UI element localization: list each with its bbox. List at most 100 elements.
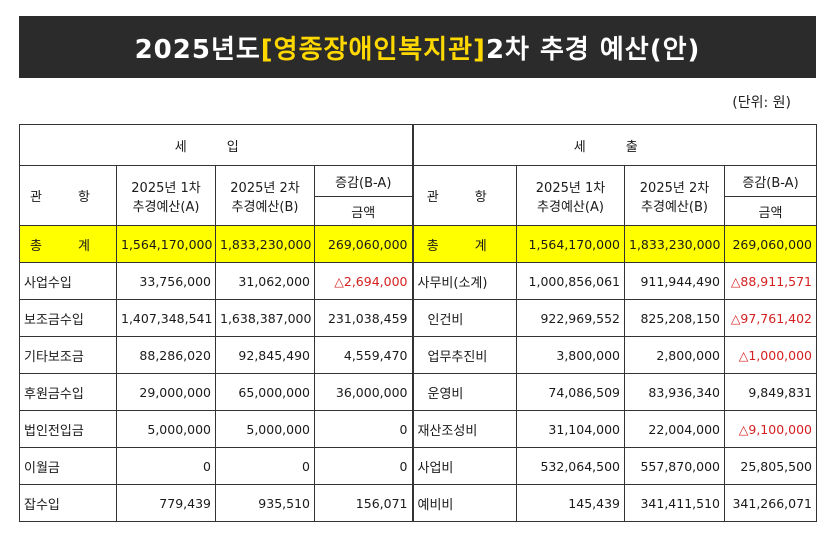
- col-first-line1: 2025년 1차: [131, 180, 201, 196]
- title-suffix: 2차 추경 예산(안): [485, 34, 701, 65]
- income-item-a: 0: [116, 447, 216, 485]
- income-item-diff: △2,694,000: [314, 262, 413, 300]
- expense-item-diff: △9,100,000: [724, 410, 817, 448]
- col-second-line1: 2025년 2차: [230, 180, 300, 196]
- income-item-b: 92,845,490: [215, 336, 315, 374]
- income-item-label: 보조금수입: [19, 299, 117, 337]
- column-header-row-1: 관 항 2025년 1차 추경예산(A) 2025년 2차 추경예산(B) 증감…: [19, 165, 817, 226]
- expense-item-diff: 341,266,071: [724, 484, 817, 522]
- expense-total-diff: 269,060,000: [724, 225, 817, 263]
- table-row: 이월금 0 0 0 사업비 532,064,500 557,870,000 25,805,50…: [19, 447, 817, 485]
- expense-item-diff: △88,911,571: [724, 262, 817, 300]
- income-item-a: 779,439: [116, 484, 216, 522]
- income-col-first-header: 2025년 1차 추경예산(A): [116, 165, 216, 226]
- table-row: 법인전입금 5,000,000 5,000,000 0 재산조성비 31,104,000 2…: [19, 410, 817, 448]
- title-prefix: 2025년도: [134, 34, 261, 65]
- expense-item-diff: 9,849,831: [724, 373, 817, 411]
- income-item-b: 31,062,000: [215, 262, 315, 300]
- col-first-line1: 2025년 1차: [535, 180, 606, 196]
- column-header-row-2: 금액 금액: [20, 196, 817, 226]
- income-item-a: 88,286,020: [116, 336, 216, 374]
- income-col-second-header: 2025년 2차 추경예산(B): [215, 165, 315, 226]
- income-item-a: 5,000,000: [116, 410, 216, 448]
- income-item-diff: 231,038,459: [314, 299, 413, 337]
- income-item-label: 법인전입금: [19, 410, 117, 448]
- expense-col-amount-header: 금액: [724, 196, 817, 226]
- income-item-diff: 0: [314, 447, 413, 485]
- expense-item-label: 사무비(소계): [411, 262, 517, 300]
- income-item-label: 기타보조금: [19, 336, 117, 374]
- col-second-line2: 추경예산(B): [231, 199, 299, 215]
- budget-table: 세 입 세 출 관 항 2025년 1차 추경예산(A) 2025년 2차 추경…: [19, 124, 817, 522]
- income-item-b: 935,510: [215, 484, 315, 522]
- expense-item-b: 341,411,510: [624, 484, 725, 522]
- expense-col-first-header: 2025년 1차 추경예산(A): [516, 165, 625, 226]
- unit-label: (단위: 원): [732, 95, 791, 111]
- page-title: 2025년도 [영종장애인복지관] 2차 추경 예산(안): [19, 16, 816, 78]
- income-item-b: 0: [215, 447, 315, 485]
- income-item-label: 이월금: [19, 447, 117, 485]
- income-header: 세 입: [19, 124, 413, 166]
- expense-item-b: 825,208,150: [624, 299, 725, 337]
- expense-item-label: 예비비: [411, 484, 517, 522]
- col-first-line2: 추경예산(A): [537, 199, 604, 215]
- expense-gwanhang-header: 관 항: [411, 165, 517, 226]
- expense-header: 세 출: [411, 124, 817, 166]
- income-total-b: 1,833,230,000: [215, 225, 315, 263]
- income-item-b: 1,638,387,000: [215, 299, 315, 337]
- expense-item-label: 사업비: [411, 447, 517, 485]
- income-item-diff: 0: [314, 410, 413, 448]
- expense-item-a: 74,086,509: [516, 373, 625, 411]
- col-second-line1: 2025년 2차: [639, 180, 710, 196]
- expense-item-a: 31,104,000: [516, 410, 625, 448]
- total-row: 총 계 1,564,170,000 1,833,230,000 269,060,…: [19, 225, 817, 263]
- expense-item-a: 145,439: [516, 484, 625, 522]
- income-gwanhang-header: 관 항: [19, 165, 117, 226]
- expense-col-second-header: 2025년 2차 추경예산(B): [624, 165, 725, 226]
- expense-total-label: 총 계: [411, 225, 517, 263]
- expense-total-b: 1,833,230,000: [624, 225, 725, 263]
- expense-item-a: 922,969,552: [516, 299, 625, 337]
- income-item-a: 1,407,348,541: [116, 299, 216, 337]
- expense-item-b: 911,944,490: [624, 262, 725, 300]
- income-item-a: 33,756,000: [116, 262, 216, 300]
- expense-item-b: 2,800,000: [624, 336, 725, 374]
- income-total-label: 총 계: [19, 225, 117, 263]
- expense-item-a: 532,064,500: [516, 447, 625, 485]
- table-row: 사업수입 33,756,000 31,062,000 △2,694,000 사무비(소계…: [19, 262, 817, 300]
- expense-item-diff: △97,761,402: [724, 299, 817, 337]
- income-item-a: 29,000,000: [116, 373, 216, 411]
- col-second-line2: 추경예산(B): [641, 199, 708, 215]
- expense-item-b: 22,004,000: [624, 410, 725, 448]
- expense-item-a: 1,000,856,061: [516, 262, 625, 300]
- title-highlight: [영종장애인복지관]: [260, 34, 486, 65]
- income-item-diff: 4,559,470: [314, 336, 413, 374]
- income-item-diff: 36,000,000: [314, 373, 413, 411]
- expense-total-a: 1,564,170,000: [516, 225, 625, 263]
- table-row: 후원금수입 29,000,000 65,000,000 36,000,000 운영비 74…: [19, 373, 817, 411]
- income-item-b: 5,000,000: [215, 410, 315, 448]
- table-row: 보조금수입 1,407,348,541 1,638,387,000 231,038,4…: [19, 299, 817, 337]
- expense-item-diff: △1,000,000: [724, 336, 817, 374]
- income-item-diff: 156,071: [314, 484, 413, 522]
- section-header-row: 세 입 세 출: [19, 124, 817, 166]
- expense-col-diff-header: 증감(B-A): [724, 165, 817, 197]
- expense-item-label: 업무추진비: [411, 336, 517, 374]
- expense-item-label: 재산조성비: [411, 410, 517, 448]
- income-item-label: 사업수입: [19, 262, 117, 300]
- expense-item-label: 운영비: [411, 373, 517, 411]
- expense-item-a: 3,800,000: [516, 336, 625, 374]
- table-row: 기타보조금 88,286,020 92,845,490 4,559,470 업무추진비 3…: [19, 336, 817, 374]
- col-first-line2: 추경예산(A): [132, 199, 200, 215]
- income-item-b: 65,000,000: [215, 373, 315, 411]
- income-col-amount-header: 금액: [314, 196, 413, 226]
- income-item-label: 잡수입: [19, 484, 117, 522]
- table-body: 사업수입 33,756,000 31,062,000 △2,694,000 사무비(소계…: [19, 262, 817, 522]
- expense-item-label: 인건비: [411, 299, 517, 337]
- expense-item-b: 557,870,000: [624, 447, 725, 485]
- expense-item-diff: 25,805,500: [724, 447, 817, 485]
- table-row: 잡수입 779,439 935,510 156,071 예비비 145,439 341,41…: [19, 484, 817, 522]
- income-col-diff-header: 증감(B-A): [314, 165, 413, 197]
- expense-item-b: 83,936,340: [624, 373, 725, 411]
- income-item-label: 후원금수입: [19, 373, 117, 411]
